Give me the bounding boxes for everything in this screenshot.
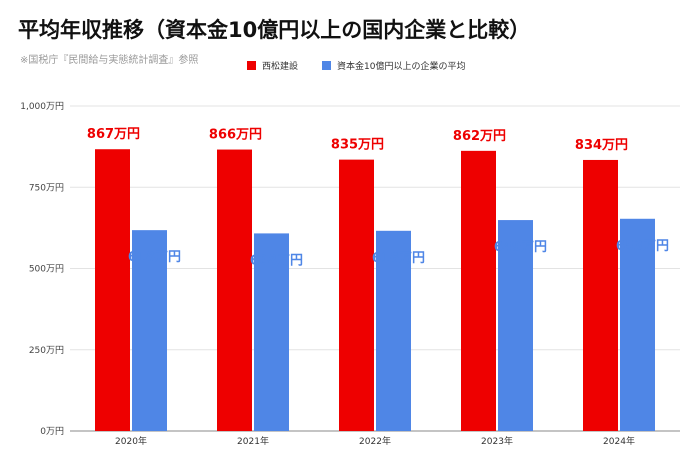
data-label-series-a: 866万円 <box>209 128 262 143</box>
chart-title: 平均年収推移（資本金10億円以上の国内企業と比較） <box>18 18 531 42</box>
data-label-series-a: 835万円 <box>331 138 384 153</box>
legend-label-series-b: 資本金10億円以上の企業の平均 <box>337 62 466 72</box>
x-tick-label: 2022年 <box>359 435 391 447</box>
bar-series-b <box>498 220 533 431</box>
y-tick-label: 0万円 <box>40 426 64 437</box>
legend-swatch-series-a <box>247 61 256 70</box>
x-tick-label: 2024年 <box>603 435 635 447</box>
legend-label-series-a: 西松建設 <box>262 62 299 72</box>
bar-series-a <box>461 150 496 431</box>
data-label-series-b: 608万円 <box>250 253 303 268</box>
x-tick-label: 2023年 <box>481 435 513 447</box>
data-label-series-b: 653万円 <box>616 239 669 254</box>
data-label-series-b: 618万円 <box>128 250 181 265</box>
bar-series-a <box>583 159 618 431</box>
data-label-series-b: 616万円 <box>372 251 425 266</box>
bar-series-b <box>376 230 411 431</box>
y-tick-label: 500万円 <box>29 264 64 275</box>
data-label-series-b: 649万円 <box>494 240 547 255</box>
bar-series-b <box>254 233 289 431</box>
legend: 西松建設 資本金10億円以上の企業の平均 <box>247 59 465 72</box>
y-tick-label: 250万円 <box>29 345 64 356</box>
x-tick-label: 2020年 <box>115 435 147 447</box>
bar-series-a <box>95 149 130 431</box>
bar-series-b <box>132 230 167 431</box>
bar-series-a <box>217 149 252 432</box>
y-tick-label: 1,000万円 <box>20 101 64 112</box>
x-tick-label: 2021年 <box>237 435 269 447</box>
bar-series-b <box>620 218 655 431</box>
source-note: ※国税庁『民間給与実態統計調査』参照 <box>20 55 199 66</box>
data-label-series-a: 862万円 <box>453 129 506 144</box>
bar-series-a <box>339 159 374 431</box>
legend-item-series-b: 資本金10億円以上の企業の平均 <box>322 59 465 72</box>
legend-item-series-a: 西松建設 <box>247 59 298 72</box>
data-label-series-a: 867万円 <box>87 127 140 142</box>
y-tick-label: 750万円 <box>29 182 64 193</box>
data-label-series-a: 834万円 <box>575 138 628 153</box>
legend-swatch-series-b <box>322 61 332 70</box>
